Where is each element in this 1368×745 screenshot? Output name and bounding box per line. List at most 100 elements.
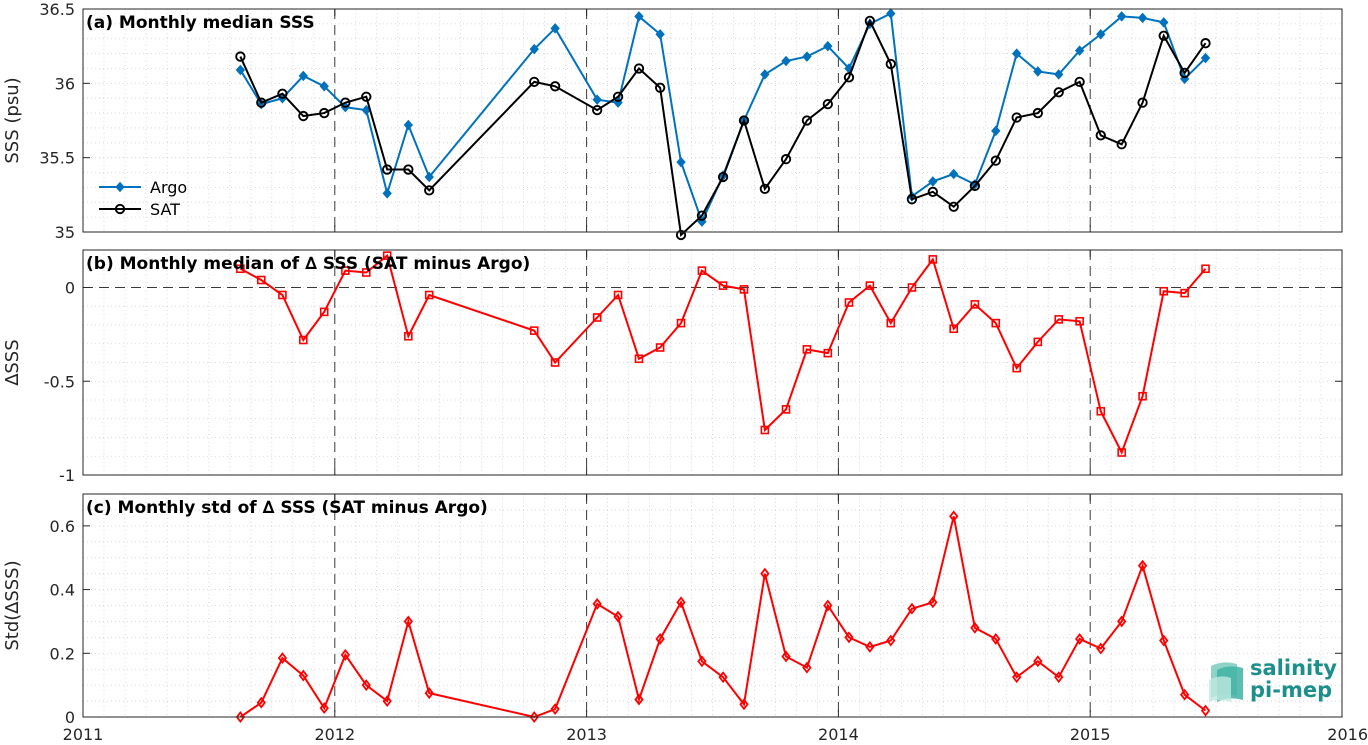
data-point	[676, 596, 686, 609]
series-line	[239, 516, 1207, 719]
data-point	[1179, 67, 1190, 79]
data-point	[655, 632, 665, 645]
series-line	[239, 11, 1207, 225]
data-point	[1179, 688, 1190, 701]
data-point	[906, 194, 918, 205]
data-point	[1117, 615, 1127, 628]
data-point	[718, 281, 728, 290]
legend-marker	[114, 203, 126, 215]
data-point	[1096, 642, 1106, 655]
data-point	[822, 98, 833, 110]
data-point	[1096, 406, 1106, 416]
data-point	[760, 69, 770, 80]
data-point	[865, 18, 875, 30]
x-tick-label: 2011	[63, 725, 104, 744]
data-point	[760, 567, 770, 580]
series-delta-2	[235, 510, 1211, 723]
data-point	[340, 648, 351, 661]
data-point	[1075, 316, 1084, 326]
data-point	[1033, 655, 1043, 668]
data-point	[256, 275, 266, 285]
y-tick-label: 36.5	[39, 0, 75, 19]
data-point	[718, 671, 728, 684]
x-tick-label: 2014	[818, 725, 859, 744]
data-point	[1138, 391, 1147, 401]
data-point	[1012, 48, 1022, 59]
data-point	[1200, 52, 1211, 64]
legend-label: SAT	[150, 200, 180, 219]
data-point	[424, 290, 434, 300]
data-point	[907, 602, 917, 615]
data-point	[738, 115, 750, 126]
data-point	[592, 313, 602, 322]
y-tick-label: 35	[55, 223, 75, 242]
data-point	[970, 300, 980, 309]
data-point	[1117, 11, 1127, 22]
data-point	[634, 693, 644, 706]
x-tick-label: 2016	[1327, 725, 1368, 744]
logo-text-line2: pi-mep	[1250, 678, 1333, 702]
data-point	[361, 91, 372, 102]
x-tick-label: 2013	[566, 725, 607, 744]
data-point	[256, 97, 267, 108]
data-point	[382, 695, 392, 708]
y-tick-label: -0.5	[44, 372, 75, 391]
series-sat	[235, 15, 1211, 241]
axes-frame	[82, 493, 1343, 718]
data-point	[1096, 29, 1106, 40]
data-point	[949, 324, 959, 334]
data-point	[1200, 704, 1211, 717]
y-tick-label: -1	[59, 466, 75, 485]
data-point	[886, 8, 896, 19]
data-point	[1033, 337, 1043, 347]
panel-a-monthly-median-sss: 35 35.5 36 36.5 SSS (psu) (a) Monthly median …	[2, 0, 1343, 242]
data-point	[403, 615, 413, 628]
data-point	[424, 171, 434, 183]
data-point	[340, 97, 351, 108]
data-point	[928, 255, 938, 264]
data-point	[802, 661, 812, 674]
y-axis-label: Std(∆SSS)	[2, 560, 23, 650]
data-point	[299, 335, 308, 345]
axes-frame	[82, 249, 1343, 476]
data-point	[550, 358, 560, 367]
data-point	[403, 119, 413, 131]
data-point	[256, 696, 266, 709]
data-point	[885, 58, 896, 70]
logo-text-line1: salinity	[1250, 656, 1337, 680]
data-point	[864, 15, 876, 27]
data-point	[781, 55, 791, 67]
data-point	[1159, 634, 1169, 647]
data-point	[843, 72, 855, 83]
data-point	[949, 510, 959, 523]
data-point	[1032, 107, 1043, 119]
data-point	[634, 354, 644, 364]
legend: Argo SAT	[99, 178, 187, 219]
data-point	[865, 640, 875, 653]
plot-area	[83, 494, 1342, 717]
data-point	[319, 107, 330, 119]
data-point	[948, 201, 959, 212]
y-tick-label: 36	[55, 74, 75, 93]
data-point	[886, 318, 896, 328]
data-point	[990, 155, 1001, 166]
salinity-pi-mep-logo	[1207, 656, 1337, 706]
data-point	[865, 281, 875, 290]
data-point	[634, 11, 644, 22]
data-point	[1074, 76, 1085, 87]
panel-title: (a) Monthly median SSS	[86, 13, 315, 33]
y-tick-label: 0.4	[50, 581, 75, 600]
data-point	[277, 652, 288, 665]
data-point	[991, 125, 1001, 137]
data-point	[801, 115, 813, 126]
data-point	[319, 307, 329, 317]
legend-label: Argo	[150, 178, 187, 197]
data-point	[802, 345, 812, 354]
y-axis-label: SSS (psu)	[2, 77, 23, 163]
data-point	[1054, 671, 1064, 684]
y-tick-label: 0.6	[50, 517, 75, 536]
data-point	[424, 687, 434, 700]
data-point	[529, 326, 539, 335]
series-delta-1	[236, 251, 1210, 457]
data-point	[1158, 30, 1169, 41]
